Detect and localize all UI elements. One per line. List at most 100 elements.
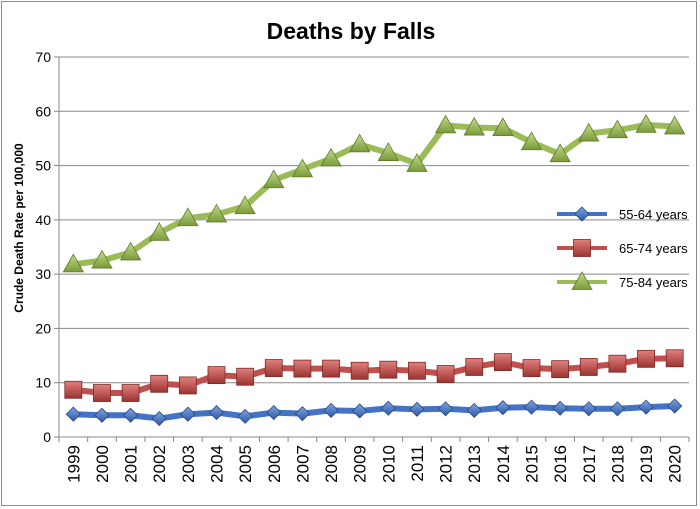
x-tick-label: 2017	[580, 445, 599, 483]
legend-item: 65-74 years	[557, 239, 688, 257]
data-point	[520, 131, 543, 151]
x-tick-label: 2012	[437, 445, 456, 483]
legend-item: 55-64 years	[557, 206, 688, 222]
data-point	[123, 407, 139, 423]
data-point	[608, 354, 627, 373]
data-point	[579, 358, 598, 376]
data-point	[150, 374, 169, 393]
data-point	[667, 398, 683, 414]
legend-marker	[571, 271, 593, 290]
data-point	[463, 116, 485, 136]
x-tick-label: 1999	[64, 445, 83, 483]
data-point	[352, 403, 368, 419]
series-2	[64, 349, 684, 402]
y-tick-label: 70	[35, 49, 51, 65]
data-point	[320, 147, 342, 167]
y-tick-label: 20	[35, 320, 51, 336]
y-tick-label: 40	[35, 212, 51, 228]
data-point	[266, 405, 282, 421]
data-point	[323, 402, 339, 418]
data-point	[581, 401, 597, 417]
series-1	[65, 398, 683, 427]
data-point	[408, 361, 426, 380]
x-tick-label: 2008	[322, 445, 341, 483]
data-point	[549, 143, 571, 163]
y-tick-label: 30	[35, 266, 51, 282]
data-point	[635, 114, 657, 133]
gridlines	[59, 56, 689, 384]
data-point	[348, 133, 371, 153]
data-point	[207, 366, 226, 385]
legend-label: 55-64 years	[619, 207, 688, 222]
data-point	[406, 153, 428, 172]
data-point	[237, 408, 253, 424]
data-point	[151, 410, 167, 427]
legend-marker	[574, 206, 590, 222]
data-point	[263, 169, 285, 189]
data-point	[94, 407, 110, 423]
x-tick-labels: 1999 2000 2001 2002 2003 2004 2005 2006 2007 2008…	[64, 445, 684, 483]
x-tick-label: 2004	[208, 445, 227, 483]
series-line	[73, 403, 675, 422]
x-tick-label: 2009	[351, 445, 370, 483]
x-tick-label: 2000	[93, 445, 112, 483]
data-point	[606, 119, 629, 139]
x-tick-label: 2001	[122, 445, 141, 483]
data-point	[291, 158, 314, 178]
y-tick-label: 60	[35, 103, 51, 119]
legend-label: 75-84 years	[619, 275, 688, 290]
x-tick-label: 2002	[150, 445, 169, 483]
data-point	[205, 203, 228, 223]
data-point	[434, 114, 457, 134]
data-point	[438, 401, 454, 417]
data-point	[93, 384, 111, 402]
x-tick-label: 2019	[637, 445, 656, 483]
y-tick-label: 10	[35, 375, 51, 391]
data-point	[264, 359, 283, 377]
x-tick-label: 2005	[236, 445, 255, 483]
data-point	[236, 367, 255, 386]
x-tick-label: 2015	[523, 445, 542, 483]
data-point	[294, 406, 310, 422]
axes	[54, 56, 690, 442]
x-tick-label: 2010	[379, 445, 398, 483]
y-axis-label: Crude Death Rate per 100,000	[12, 143, 26, 313]
data-point	[522, 359, 541, 377]
data-point	[466, 402, 482, 418]
data-point	[177, 207, 199, 227]
data-point	[551, 360, 570, 379]
x-tick-label: 2006	[265, 445, 284, 483]
data-point	[493, 353, 512, 371]
x-tick-label: 2003	[179, 445, 198, 483]
x-tick-label: 2011	[408, 445, 427, 482]
data-point	[436, 365, 455, 383]
data-point	[208, 405, 225, 421]
data-point	[65, 406, 81, 422]
data-point	[322, 359, 340, 378]
legend-marker	[573, 239, 591, 257]
data-point	[552, 400, 568, 416]
chart-title: Deaths by Falls	[267, 18, 436, 44]
data-point	[234, 195, 256, 215]
data-point	[64, 380, 83, 399]
legend-label: 65-74 years	[619, 241, 688, 256]
data-point	[665, 349, 684, 368]
data-point	[379, 360, 398, 379]
series-3	[62, 114, 686, 273]
y-tick-label: 50	[35, 158, 51, 174]
data-point	[119, 241, 142, 261]
y-tick-label: 0	[43, 429, 51, 445]
data-point	[609, 401, 625, 417]
y-tick-labels: 0 10 20 30 40 50 60 70	[35, 49, 51, 445]
data-point	[465, 358, 484, 376]
data-point	[380, 400, 396, 416]
data-point	[350, 361, 369, 380]
data-point	[523, 399, 540, 415]
data-point	[495, 400, 511, 416]
data-point	[578, 122, 600, 142]
data-point	[178, 376, 197, 395]
data-point	[91, 249, 113, 269]
x-tick-label: 2016	[551, 445, 570, 483]
